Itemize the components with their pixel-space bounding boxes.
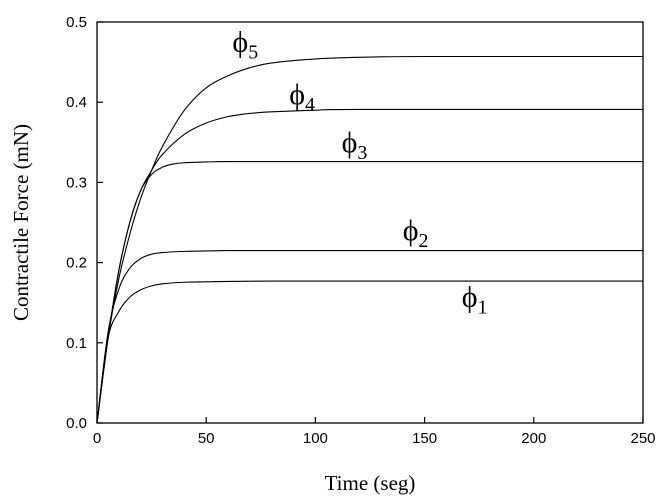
series-line-phi-4 <box>96 108 643 424</box>
series-label-subscript: 3 <box>357 142 367 164</box>
tick-layer: 0 50 100 150 200 250 0.0 0.1 0.2 0.3 0.4 0.5 <box>66 14 655 447</box>
y-tick-label-0.3: 0.3 <box>66 174 87 191</box>
y-axis-title: Contractile Force (mN) <box>9 124 33 321</box>
x-tick-label-250: 250 <box>630 430 655 447</box>
y-tick-label-0.5: 0.5 <box>66 14 87 31</box>
series-label-symbol: ϕ <box>342 126 358 159</box>
series-line-phi-2 <box>96 250 643 424</box>
series-label-phi-5: ϕ5 <box>232 26 258 64</box>
series-label-phi-2: ϕ2 <box>403 214 429 252</box>
series-label-phi-1: ϕ1 <box>462 281 488 319</box>
plot-frame <box>96 21 644 424</box>
y-tick-label-0.2: 0.2 <box>66 255 87 272</box>
series-label-symbol: ϕ <box>403 214 419 247</box>
series-label-subscript: 5 <box>248 42 258 64</box>
y-tick-label-0.1: 0.1 <box>66 335 87 352</box>
series-label-subscript: 4 <box>305 94 315 116</box>
series-label-symbol: ϕ <box>462 281 478 314</box>
x-tick-label-150: 150 <box>412 430 437 447</box>
series-label-phi-4: ϕ4 <box>289 78 315 116</box>
series-label-subscript: 2 <box>419 230 429 252</box>
x-axis-title: Time (seg) <box>325 471 416 495</box>
x-tick-label-50: 50 <box>198 430 215 447</box>
x-tick-label-0: 0 <box>93 430 101 447</box>
series-line-phi-3 <box>96 160 643 424</box>
y-tick-label-0.0: 0.0 <box>66 415 87 432</box>
series-label-subscript: 1 <box>478 297 488 319</box>
series-layer <box>96 55 643 424</box>
series-label-symbol: ϕ <box>289 78 305 111</box>
series-label-symbol: ϕ <box>232 26 248 59</box>
series-line-phi-5 <box>96 55 643 424</box>
series-label-phi-3: ϕ3 <box>342 126 368 164</box>
x-tick-label-200: 200 <box>521 430 546 447</box>
series-line-phi-1 <box>96 280 643 424</box>
y-tick-label-0.4: 0.4 <box>66 94 87 111</box>
x-tick-label-100: 100 <box>303 430 328 447</box>
